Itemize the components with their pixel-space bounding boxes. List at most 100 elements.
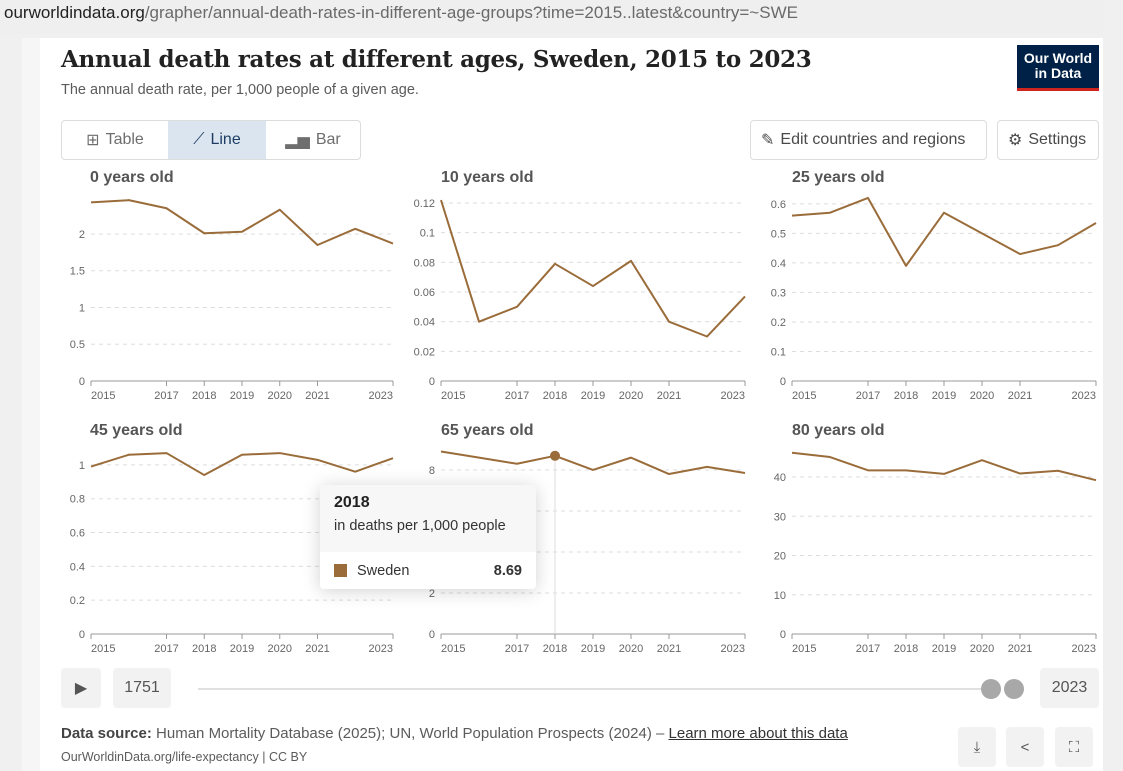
- download-icon: ⤓: [973, 738, 981, 756]
- edit-countries-button[interactable]: ✎ Edit countries and regions: [750, 120, 987, 160]
- y-tick-label: 20: [774, 551, 786, 563]
- x-tick-label: 2019: [581, 643, 605, 655]
- series-line-sweden: [791, 196, 1097, 267]
- y-tick-label: 8: [429, 465, 435, 477]
- x-tick-label: 2015: [441, 390, 465, 402]
- share-button[interactable]: <: [1006, 727, 1044, 767]
- y-tick-label: 0: [780, 376, 786, 388]
- y-tick-label: 0: [429, 629, 435, 641]
- y-tick-label: 0.1: [771, 346, 786, 358]
- y-tick-label: 1: [79, 302, 85, 314]
- x-tick-label: 2017: [154, 390, 178, 402]
- y-tick-label: 1: [79, 460, 85, 472]
- pencil-icon: ✎: [761, 132, 775, 149]
- y-tick-label: 30: [774, 511, 786, 523]
- x-tick-label: 2020: [619, 390, 643, 402]
- tab-bar[interactable]: ▂▅ Bar: [266, 121, 360, 159]
- owid-logo[interactable]: Our World in Data: [1017, 45, 1099, 91]
- chart-subtitle: The annual death rate, per 1,000 people …: [61, 82, 419, 98]
- x-tick-label: 2018: [192, 390, 216, 402]
- y-tick-label: 0: [79, 376, 85, 388]
- x-tick-label: 2020: [268, 390, 292, 402]
- address-bar[interactable]: ourworldindata.org/grapher/annual-death-…: [0, 0, 1103, 34]
- y-tick-label: 0.04: [414, 317, 435, 329]
- url-domain: ourworldindata.org: [4, 3, 145, 22]
- x-tick-label: 2017: [856, 643, 880, 655]
- x-tick-label: 2017: [505, 390, 529, 402]
- x-tick-label: 2015: [792, 390, 816, 402]
- chart-title: Annual death rates at different ages, Sw…: [61, 46, 812, 73]
- x-tick-label: 2021: [1008, 643, 1032, 655]
- x-tick-label: 2017: [154, 643, 178, 655]
- x-tick-label: 2019: [581, 390, 605, 402]
- data-source: Data source: Human Mortality Database (2…: [61, 725, 848, 742]
- x-tick-label: 2015: [441, 643, 465, 655]
- settings-label: Settings: [1028, 131, 1087, 148]
- download-button[interactable]: ⤓: [958, 727, 996, 767]
- series-line-sweden: [440, 199, 746, 338]
- x-tick-label: 2020: [268, 643, 292, 655]
- tooltip-year: 2018: [334, 494, 370, 511]
- x-tick-label: 2023: [1072, 390, 1096, 402]
- timeline-end-handle[interactable]: [1004, 679, 1024, 699]
- panel-title: 80 years old: [792, 422, 885, 439]
- x-tick-label: 2018: [894, 643, 918, 655]
- timeline-end[interactable]: 2023: [1040, 668, 1099, 708]
- series-line-sweden: [791, 451, 1097, 482]
- play-icon: ▶: [74, 680, 88, 697]
- share-icon: <: [1020, 738, 1030, 756]
- tooltip: 2018 in deaths per 1,000 people Sweden 8.6…: [320, 485, 536, 589]
- url-path: /grapher/annual-death-rates-in-different…: [144, 3, 798, 22]
- panel-title: 45 years old: [90, 422, 183, 439]
- x-tick-label: 2015: [91, 643, 115, 655]
- y-tick-label: 0.1: [420, 228, 435, 240]
- view-tabs: ⊞ Table ⟋ Line ▂▅ Bar: [61, 120, 361, 160]
- x-tick-label: 2015: [792, 643, 816, 655]
- panel-title: 0 years old: [90, 169, 174, 186]
- y-tick-label: 0.12: [414, 198, 435, 210]
- x-tick-label: 2021: [1008, 390, 1032, 402]
- settings-button[interactable]: ⚙ Settings: [997, 120, 1099, 160]
- tooltip-entity: Sweden: [357, 562, 410, 579]
- x-tick-label: 2023: [369, 643, 393, 655]
- y-tick-label: 0.5: [771, 228, 786, 240]
- fullscreen-button[interactable]: ⛶: [1055, 727, 1093, 767]
- y-tick-label: 0.8: [70, 494, 85, 506]
- x-tick-label: 2021: [657, 643, 681, 655]
- timeline-track[interactable]: [198, 688, 998, 690]
- source-text: Human Mortality Database (2025); UN, Wor…: [151, 725, 669, 742]
- x-tick-label: 2023: [1072, 643, 1096, 655]
- play-button[interactable]: ▶: [61, 668, 101, 708]
- timeline-start[interactable]: 1751: [113, 668, 171, 708]
- y-tick-label: 0.2: [70, 595, 85, 607]
- tab-line-label: Line: [210, 131, 241, 148]
- y-tick-label: 2: [79, 229, 85, 241]
- x-tick-label: 2021: [305, 390, 329, 402]
- timeline-start-handle[interactable]: [981, 679, 1001, 699]
- y-tick-label: 0.6: [771, 199, 786, 211]
- x-tick-label: 2015: [91, 390, 115, 402]
- y-tick-label: 1.5: [70, 266, 85, 278]
- x-tick-label: 2017: [505, 643, 529, 655]
- tab-table[interactable]: ⊞ Table: [62, 121, 168, 159]
- x-tick-label: 2017: [856, 390, 880, 402]
- y-tick-label: 0: [79, 629, 85, 641]
- tab-line[interactable]: ⟋ Line: [168, 121, 266, 159]
- x-tick-label: 2019: [230, 643, 254, 655]
- y-tick-label: 0.4: [771, 258, 786, 270]
- y-tick-label: 0.3: [771, 287, 786, 299]
- x-tick-label: 2019: [230, 390, 254, 402]
- y-tick-label: 0.5: [70, 339, 85, 351]
- y-tick-label: 0.4: [70, 561, 85, 573]
- fullscreen-icon: ⛶: [1068, 738, 1080, 756]
- x-tick-label: 2021: [657, 390, 681, 402]
- x-tick-label: 2023: [721, 390, 745, 402]
- learn-more-link[interactable]: Learn more about this data: [668, 725, 848, 742]
- x-tick-label: 2018: [192, 643, 216, 655]
- y-tick-label: 0.08: [414, 257, 435, 269]
- series-line-sweden: [90, 199, 394, 246]
- panel-title: 10 years old: [441, 169, 534, 186]
- x-tick-label: 2018: [543, 390, 567, 402]
- license[interactable]: OurWorldinData.org/life-expectancy | CC …: [61, 750, 308, 764]
